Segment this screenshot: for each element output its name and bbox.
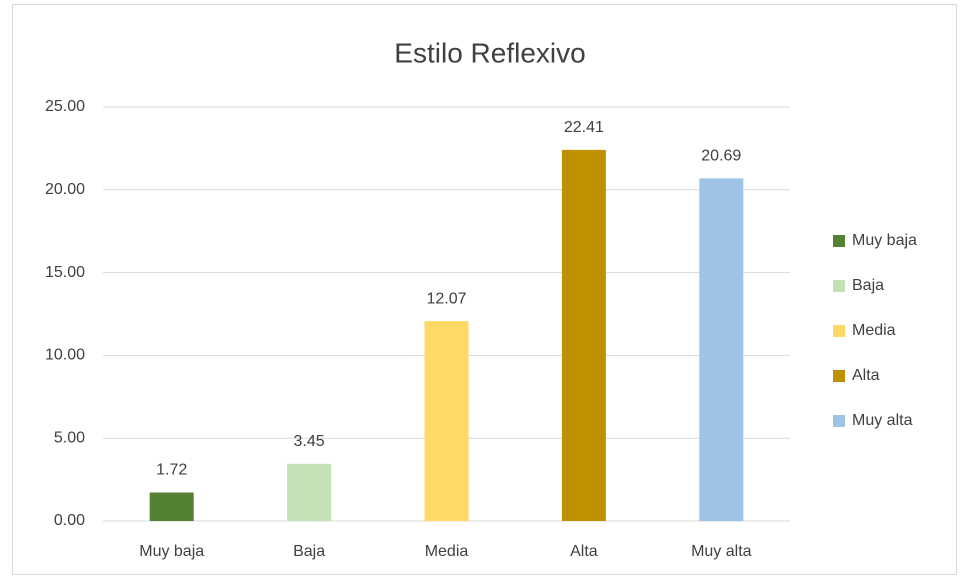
x-tick-label: Media bbox=[425, 543, 469, 560]
legend-label: Media bbox=[852, 322, 896, 339]
legend-swatch bbox=[833, 415, 845, 427]
legend-swatch bbox=[833, 235, 845, 247]
y-tick-label: 10.00 bbox=[45, 347, 85, 364]
chart-title: Estilo Reflexivo bbox=[394, 37, 585, 68]
bar bbox=[561, 149, 606, 522]
legend-swatch bbox=[833, 280, 845, 292]
y-tick-label: 0.00 bbox=[54, 512, 85, 529]
y-tick-label: 20.00 bbox=[45, 181, 85, 198]
x-tick-label: Baja bbox=[293, 543, 325, 560]
bar bbox=[424, 321, 469, 521]
legend-label: Muy baja bbox=[852, 232, 917, 249]
y-tick-label: 15.00 bbox=[45, 264, 85, 281]
bar bbox=[699, 178, 744, 521]
chart-border bbox=[12, 4, 957, 575]
legend-label: Baja bbox=[852, 277, 884, 294]
x-tick-label: Muy baja bbox=[139, 543, 204, 560]
data-label: 1.72 bbox=[156, 462, 187, 479]
legend-label: Muy alta bbox=[852, 412, 913, 429]
y-tick-label: 25.00 bbox=[45, 98, 85, 115]
data-label: 20.69 bbox=[701, 148, 741, 165]
y-tick-label: 5.00 bbox=[54, 429, 85, 446]
legend-swatch bbox=[833, 325, 845, 337]
legend-swatch bbox=[833, 370, 845, 382]
data-label: 3.45 bbox=[294, 433, 325, 450]
x-tick-label: Alta bbox=[570, 543, 598, 560]
bar bbox=[287, 463, 332, 521]
x-tick-label: Muy alta bbox=[691, 543, 752, 560]
data-label: 12.07 bbox=[426, 290, 466, 307]
legend-label: Alta bbox=[852, 367, 880, 384]
bar bbox=[149, 492, 194, 521]
data-label: 22.41 bbox=[564, 119, 604, 136]
